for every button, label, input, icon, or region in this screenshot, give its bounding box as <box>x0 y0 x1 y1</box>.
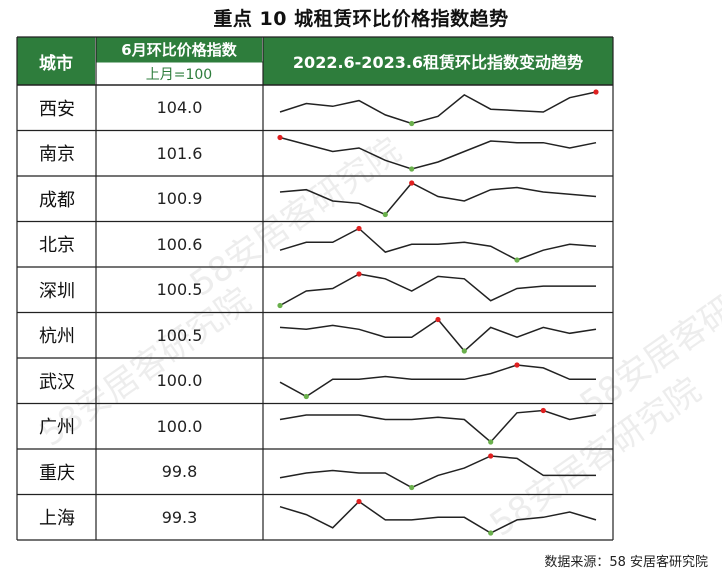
index-value: 100.6 <box>156 234 203 254</box>
trend-line <box>279 91 597 125</box>
max-point <box>488 453 494 459</box>
min-point <box>409 120 415 127</box>
min-point <box>409 166 415 172</box>
max-point <box>356 225 362 232</box>
trend-line <box>279 136 597 170</box>
city-label: 南京 <box>39 144 75 166</box>
index-value: 101.6 <box>156 143 203 163</box>
index-value: 100.9 <box>156 189 203 209</box>
trend-line <box>279 409 597 444</box>
header-trend: 2022.6-2023.6租赁环比指数变动趋势 <box>263 37 613 85</box>
index-value: 100.5 <box>156 280 203 300</box>
index-value: 104.0 <box>156 98 203 118</box>
min-point <box>409 484 415 491</box>
header-base: 上月=100 <box>96 62 262 85</box>
index-value: 100.5 <box>156 325 203 345</box>
max-point <box>277 134 283 141</box>
trend-line <box>279 364 596 398</box>
trend-line <box>279 273 596 307</box>
min-point <box>488 439 494 445</box>
min-point <box>514 257 520 263</box>
index-value: 99.8 <box>161 462 198 482</box>
max-point <box>593 89 599 95</box>
city-label: 杭州 <box>39 326 75 348</box>
city-label: 广州 <box>39 417 75 439</box>
trend-line <box>279 318 597 353</box>
min-point <box>382 211 388 218</box>
trend-line <box>279 182 597 216</box>
city-label: 成都 <box>39 189 75 211</box>
header-city: 城市 <box>17 37 95 85</box>
city-label: 深圳 <box>39 280 75 302</box>
min-point <box>303 393 309 400</box>
max-point <box>409 180 415 186</box>
chart-title: 重点 10 城租赁环比价格指数趋势 <box>213 8 509 30</box>
trend-line <box>279 227 597 261</box>
max-point <box>356 271 362 277</box>
index-value: 100.0 <box>156 371 203 391</box>
source-note: 数据来源：58 安居客研究院 <box>544 555 708 570</box>
max-point <box>514 362 520 368</box>
max-point <box>435 316 441 323</box>
min-point <box>277 302 283 309</box>
city-label: 重庆 <box>39 462 75 484</box>
trend-line <box>279 500 597 534</box>
index-value: 99.3 <box>161 507 198 527</box>
min-point <box>488 530 494 536</box>
index-value: 100.0 <box>156 416 203 436</box>
city-label: 北京 <box>39 235 75 257</box>
city-label: 西安 <box>39 98 75 120</box>
city-label: 上海 <box>39 508 75 530</box>
max-point <box>540 407 546 414</box>
trend-line <box>279 455 596 489</box>
max-point <box>356 498 362 505</box>
header-index: 6月环比价格指数 <box>96 37 262 62</box>
min-point <box>461 348 467 354</box>
city-label: 武汉 <box>39 371 75 393</box>
